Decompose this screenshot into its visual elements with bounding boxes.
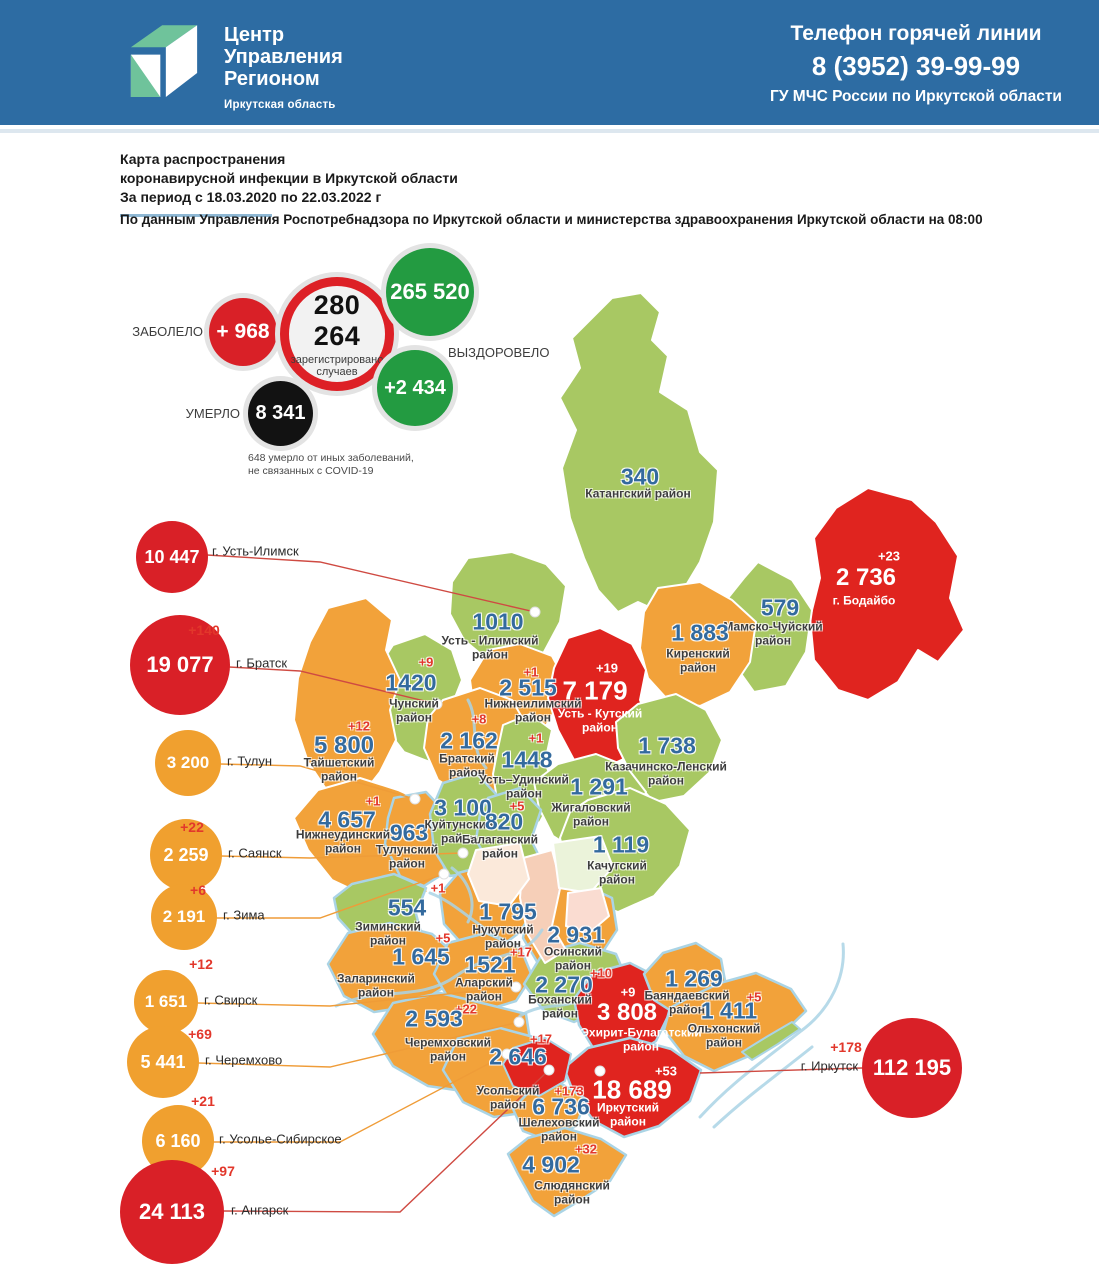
river-1 [428, 891, 524, 949]
river-3 [450, 866, 474, 924]
district-bodaibinsky [809, 487, 965, 701]
leader-line-angarsk [222, 1069, 550, 1213]
river-6 [466, 698, 488, 770]
title-line-3: За период с 18.03.2020 по 22.03.2022 г [120, 189, 382, 205]
recovered-total-circle: 265 520 [386, 248, 474, 336]
map-area-4 [565, 887, 610, 935]
recovered-delta-circle: +2 434 [377, 350, 453, 426]
title-line-2: коронавирусной инфекции в Иркутской обла… [120, 170, 458, 186]
district-kirensky [639, 581, 757, 707]
logo-text: Центр Управления Регионом Иркутская обла… [224, 16, 343, 111]
other-deaths-note: 648 умерло от иных заболеваний, не связа… [248, 452, 414, 477]
logo-title-line: Регионом [224, 68, 320, 90]
leader-line-ust_ilimsk [206, 554, 536, 613]
infected-label: ЗАБОЛЕЛО [132, 324, 203, 339]
logo-mark-icon [130, 25, 198, 97]
city-dot-zima [438, 868, 450, 880]
river-2 [518, 994, 590, 1018]
river-4 [698, 942, 845, 1119]
infected-delta-circle: + 968 [209, 298, 277, 366]
city-dot-svirsk [510, 981, 522, 993]
city-dot-usolye [501, 1048, 513, 1060]
map-area-0 [502, 1037, 572, 1097]
leader-line-usolye [213, 1053, 508, 1143]
leader-line-zima [216, 873, 445, 919]
map-area-5 [741, 1021, 801, 1061]
title-underline [120, 214, 272, 217]
river-5 [712, 1045, 814, 1129]
logo-title-line: Центр [224, 24, 285, 46]
city-dot-bratsk [431, 698, 443, 710]
city-dot-cheremkhovo [513, 1016, 525, 1028]
died-circle: 8 341 [248, 381, 313, 446]
title-line-1: Карта распространения [120, 151, 286, 167]
district-katangsky [559, 292, 719, 613]
map-title: Карта распространения коронавирусной инф… [120, 150, 458, 217]
registered-circle: 280 264 зарегистрировано случаев [280, 277, 394, 391]
city-dot-irkutsk [594, 1065, 606, 1077]
city-dot-sayansk [457, 847, 469, 859]
hotline-label: Телефон горячей линии [790, 22, 1042, 45]
city-dot-tulun [409, 793, 421, 805]
city-dot-angarsk [543, 1064, 555, 1076]
hotline-phone: 8 (3952) 39-99-99 [811, 51, 1021, 81]
map-area-2 [467, 842, 530, 907]
header-band: Центр Управления Регионом Иркутская обла… [0, 0, 1099, 125]
leader-line-svirsk [196, 986, 517, 1007]
registered-caption: зарегистрировано случаев [290, 354, 384, 378]
logo-title-line: Управления [224, 46, 343, 68]
city-dot-ust_ilimsk [529, 606, 541, 618]
logo-subtitle: Иркутская область [224, 99, 336, 111]
map-area-3 [552, 835, 614, 894]
data-source-line: По данным Управления Роспотребнадзора по… [120, 212, 983, 227]
logo: Центр Управления Регионом Иркутская обла… [118, 16, 343, 111]
header-divider [0, 129, 1099, 133]
district-slyudyansky [506, 1126, 628, 1218]
leader-line-bratsk [228, 666, 438, 705]
hotline-block: Телефон горячей линии 8 (3952) 39-99-99 … [751, 22, 1081, 106]
leader-line-sayansk [220, 852, 464, 859]
died-label: УМЕРЛО [185, 406, 240, 421]
leader-line-tulun [219, 763, 416, 800]
river-0 [334, 928, 544, 1008]
hotline-org: ГУ МЧС России по Иркутской области [770, 88, 1062, 105]
leader-line-cheremkhovo [197, 1021, 520, 1068]
district-irkutsky [562, 1036, 703, 1139]
district-taishetsky [293, 597, 401, 801]
recovered-label: ВЫЗДОРОВЕЛО [448, 345, 550, 360]
district-kazachinsko [615, 693, 723, 803]
registered-value: 280 264 [313, 290, 361, 351]
leader-line-irkutsk [699, 1067, 863, 1074]
